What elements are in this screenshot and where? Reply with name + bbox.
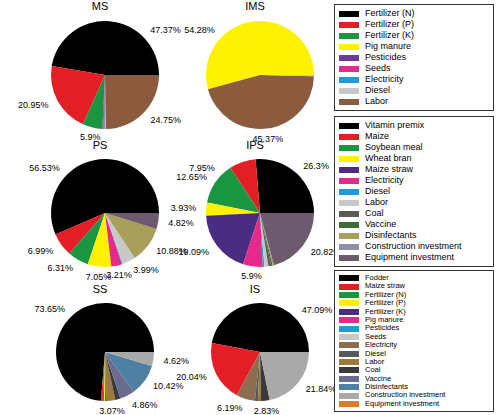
svg-text:47.09%: 47.09% bbox=[302, 305, 333, 315]
html-text:Fertilizer (P): Fertilizer (P) bbox=[365, 298, 406, 308]
html-text:Maize: Maize bbox=[365, 131, 389, 141]
html-text:Pesticides: Pesticides bbox=[365, 323, 400, 333]
html-text:SS: SS bbox=[92, 283, 108, 295]
html-text:IPS: IPS bbox=[246, 139, 264, 151]
html-text:Fertilizer (P): Fertilizer (P) bbox=[365, 19, 414, 29]
svg-text:26.3%: 26.3% bbox=[303, 161, 329, 171]
html-text:Electricity: Electricity bbox=[365, 74, 404, 84]
html-text:Disinfectants: Disinfectants bbox=[365, 382, 408, 392]
svg-text:2.83%: 2.83% bbox=[254, 406, 280, 415]
html-text:IMS: IMS bbox=[245, 0, 265, 12]
html-text:Fertilizer (N): Fertilizer (N) bbox=[365, 289, 407, 299]
svg-text:5.9%: 5.9% bbox=[79, 132, 101, 143]
svg-text:6.31%: 6.31% bbox=[47, 263, 73, 273]
html-text:MS: MS bbox=[91, 0, 109, 12]
svg-text:47.37%: 47.37% bbox=[150, 25, 181, 35]
svg-text:4.86%: 4.86% bbox=[132, 400, 158, 410]
svg-text:20.95%: 20.95% bbox=[18, 100, 49, 110]
html-text:Construction investment: Construction investment bbox=[365, 241, 462, 251]
svg-text:12.65%: 12.65% bbox=[176, 172, 207, 182]
svg-text:20.82%: 20.82% bbox=[310, 246, 342, 257]
svg-text:19.09%: 19.09% bbox=[179, 247, 210, 257]
html-text:Coal: Coal bbox=[365, 208, 384, 218]
html-text:Maize straw: Maize straw bbox=[365, 164, 413, 174]
html-text:Labor: Labor bbox=[365, 96, 388, 106]
svg-text:6.99%: 6.99% bbox=[28, 246, 54, 256]
html-text:Pig manure: Pig manure bbox=[365, 41, 411, 51]
svg-text:4.82%: 4.82% bbox=[168, 218, 194, 228]
svg-text:24.75%: 24.75% bbox=[151, 115, 182, 125]
svg-text:3.93%: 3.93% bbox=[171, 203, 197, 213]
html-text:Vaccine: Vaccine bbox=[365, 219, 397, 229]
html-text:Diesel: Diesel bbox=[365, 186, 390, 196]
html-text:Electricity: Electricity bbox=[365, 175, 404, 185]
svg-text:6.19%: 6.19% bbox=[217, 403, 243, 413]
svg-text:7.95%: 7.95% bbox=[189, 163, 215, 173]
svg-text:10.42%: 10.42% bbox=[153, 381, 184, 391]
svg-text:56.53%: 56.53% bbox=[29, 163, 60, 173]
svg-text:4.62%: 4.62% bbox=[163, 356, 189, 366]
svg-text:45.37%: 45.37% bbox=[252, 133, 284, 144]
html-text:Pesticides: Pesticides bbox=[365, 52, 406, 62]
svg-text:3.99%: 3.99% bbox=[133, 265, 159, 275]
html-text:Fertilizer (K): Fertilizer (K) bbox=[365, 306, 406, 316]
html-text:Fertilizer (K): Fertilizer (K) bbox=[365, 30, 414, 40]
svg-text:3.21%: 3.21% bbox=[106, 270, 132, 280]
svg-text:21.84%: 21.84% bbox=[306, 384, 337, 394]
html-text:Disinfectants: Disinfectants bbox=[365, 230, 417, 240]
svg-text:54.28%: 54.28% bbox=[184, 25, 215, 35]
html-text:Labor: Labor bbox=[365, 197, 388, 207]
html-text:Diesel: Diesel bbox=[365, 85, 390, 95]
html-text:Soybean meal: Soybean meal bbox=[365, 142, 423, 152]
svg-text:20.04%: 20.04% bbox=[176, 372, 207, 382]
html-text:Vitamin premix: Vitamin premix bbox=[365, 120, 425, 130]
html-text:Seeds: Seeds bbox=[365, 63, 391, 73]
html-text:Vaccine: Vaccine bbox=[365, 373, 392, 383]
html-text:PS: PS bbox=[92, 139, 108, 151]
html-text:Maize straw: Maize straw bbox=[365, 281, 405, 291]
html-text:Fertilizer (N): Fertilizer (N) bbox=[365, 8, 415, 18]
html-text:IS: IS bbox=[249, 283, 261, 295]
html-text:Equipment investment: Equipment investment bbox=[365, 252, 454, 262]
html-text:Construction investment: Construction investment bbox=[365, 390, 446, 400]
html-text:Coal: Coal bbox=[365, 365, 381, 375]
html-text:Pig manure: Pig manure bbox=[365, 315, 404, 324]
html-text:Equipment investment: Equipment investment bbox=[365, 398, 440, 408]
html-text:Seeds: Seeds bbox=[365, 331, 387, 341]
svg-text:5.9%: 5.9% bbox=[241, 271, 262, 281]
html-text:Fodder: Fodder bbox=[365, 273, 389, 282]
svg-text:3.07%: 3.07% bbox=[99, 406, 125, 415]
html-text:Diesel: Diesel bbox=[365, 348, 386, 358]
html-text:Wheat bran: Wheat bran bbox=[365, 153, 412, 163]
html-text:Labor: Labor bbox=[365, 356, 385, 366]
html-text:Electricity: Electricity bbox=[365, 340, 398, 350]
svg-text:10.88%: 10.88% bbox=[156, 246, 187, 257]
svg-text:7.05%: 7.05% bbox=[85, 271, 112, 282]
svg-text:73.65%: 73.65% bbox=[35, 304, 66, 314]
